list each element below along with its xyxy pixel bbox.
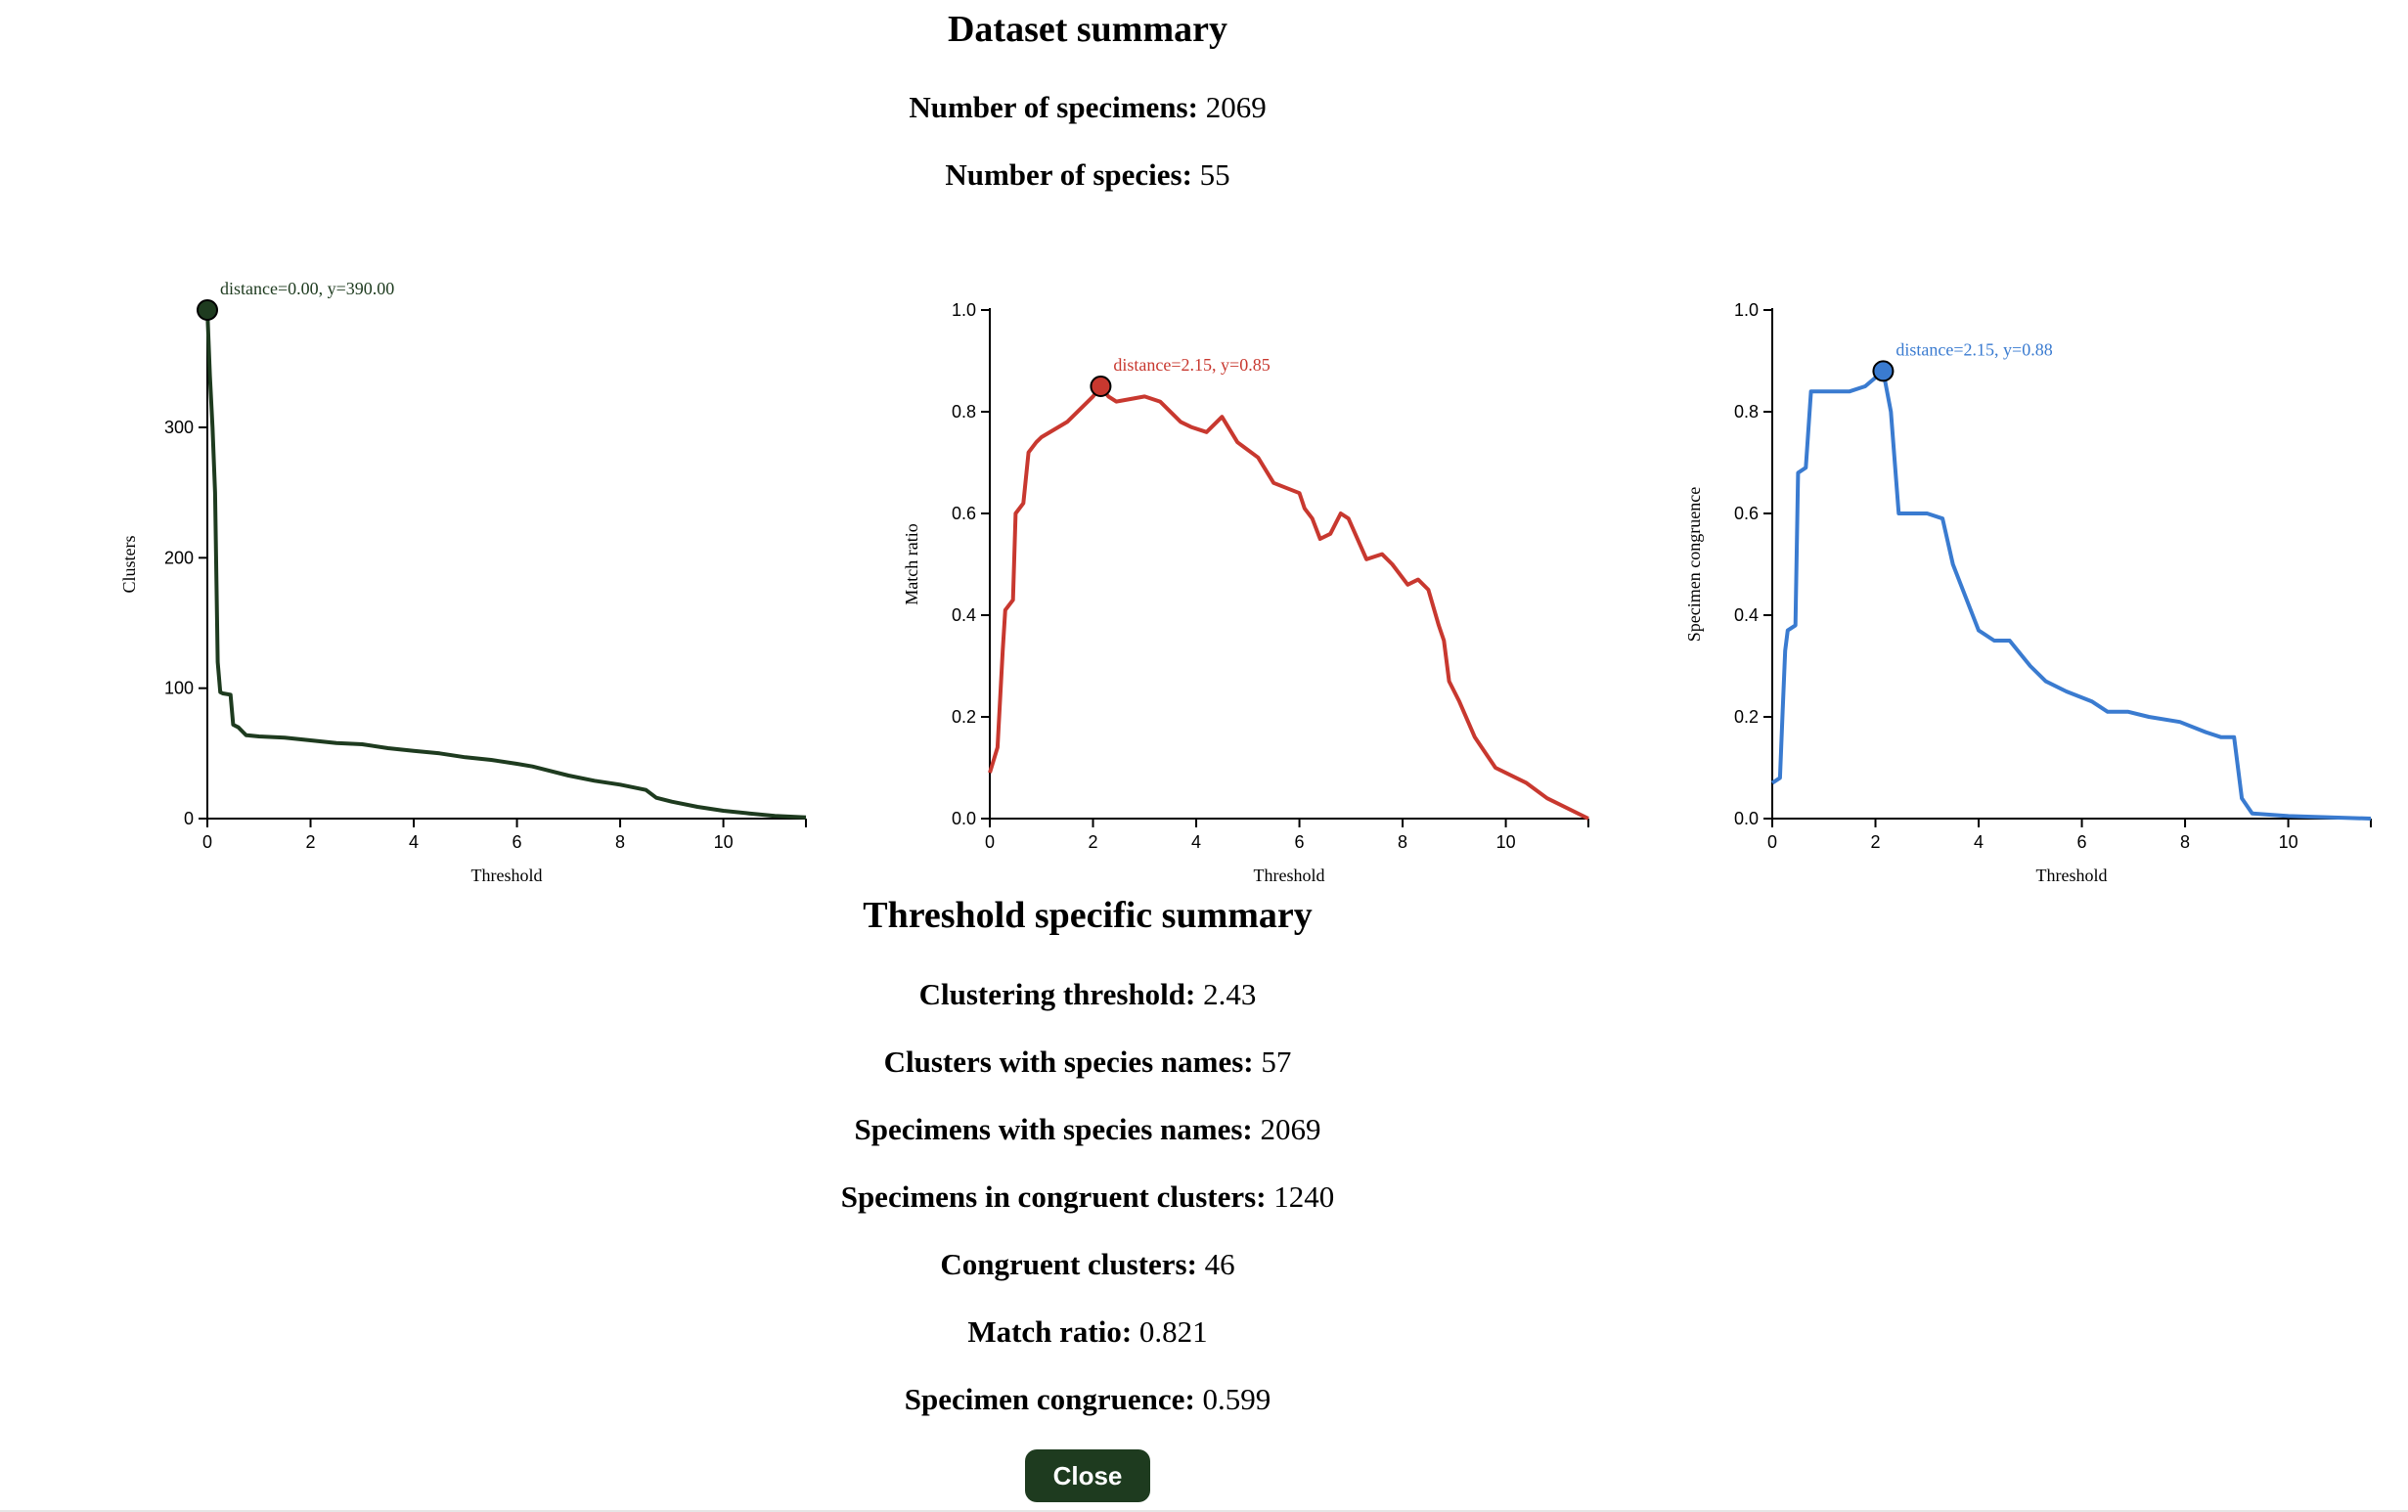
stat-value: 0.599 — [1202, 1382, 1271, 1416]
y-tick-label: 0.6 — [1734, 504, 1759, 523]
match-series-line — [988, 384, 1589, 821]
stat-value: 1240 — [1273, 1179, 1335, 1214]
x-tick-label: 4 — [409, 832, 419, 852]
charts-row: 0 2 4 6 8 10 0 100 200 300 Threshold Clusters distan… — [0, 254, 2408, 900]
threshold-summary-title: Threshold specific summary — [863, 895, 1313, 936]
x-tick-label: 6 — [513, 832, 522, 852]
y-tick-label: 1.0 — [952, 300, 976, 320]
number-of-species: Number of species: 55 — [0, 157, 2175, 193]
y-tick-label: 100 — [164, 679, 194, 698]
clusters-series-line — [205, 309, 807, 820]
match-highlight-label: distance=2.15, y=0.85 — [1113, 355, 1270, 375]
x-tick-label: 4 — [1974, 832, 1984, 852]
x-tick-label: 2 — [1871, 832, 1881, 852]
x-tick-label: 0 — [985, 832, 995, 852]
y-tick-label: 0.2 — [1734, 707, 1759, 727]
clustering-threshold: Clustering threshold: 2.43 — [0, 977, 2175, 1012]
specimen-congruence-stat: Specimen congruence: 0.599 — [0, 1382, 2175, 1417]
y-tick-label: 0.0 — [952, 809, 976, 828]
specimens-with-species-names: Specimens with species names: 2069 — [0, 1112, 2175, 1147]
x-tick-label: 0 — [1767, 832, 1777, 852]
clusters-highlight-label: distance=0.00, y=390.00 — [220, 279, 394, 298]
y-tick-label: 0 — [184, 809, 194, 828]
x-tick-label: 8 — [1398, 832, 1407, 852]
y-axis-label: Clusters — [119, 535, 139, 593]
x-axis-label: Threshold — [1254, 866, 1325, 885]
stat-label: Specimen congruence: — [904, 1382, 1195, 1416]
congruent-clusters: Congruent clusters: 46 — [0, 1247, 2175, 1282]
stat-label: Specimens in congruent clusters: — [840, 1179, 1267, 1214]
x-tick-label: 2 — [1089, 832, 1098, 852]
stat-value: 57 — [1261, 1045, 1292, 1079]
x-axis-label: Threshold — [471, 866, 543, 885]
congruence-series-line — [1770, 369, 2372, 821]
match-ratio-chart: 0 2 4 6 8 10 0.0 0.2 0.4 0.6 0.8 1.0 Threshold Match … — [902, 300, 1589, 885]
y-tick-label: 300 — [164, 418, 194, 437]
stat-value: 46 — [1204, 1247, 1235, 1281]
match-highlight-point[interactable] — [1090, 376, 1112, 397]
stat-label: Match ratio: — [967, 1314, 1133, 1349]
x-tick-label: 4 — [1191, 832, 1201, 852]
y-axis-label: Match ratio — [902, 523, 921, 604]
clusters-chart: 0 2 4 6 8 100100200300ThresholdClustersdistan… — [119, 279, 807, 885]
stat-label: Congruent clusters: — [940, 1247, 1197, 1281]
x-tick-label: 10 — [714, 832, 734, 852]
y-tick-label: 0.4 — [1734, 605, 1759, 625]
x-tick-label: 6 — [1295, 832, 1305, 852]
specimens-in-congruent-clusters: Specimens in congruent clusters: 1240 — [0, 1179, 2175, 1215]
y-tick-label: 0.0 — [1734, 809, 1759, 828]
stat-label: Specimens with species names: — [854, 1112, 1253, 1146]
congruence-highlight-label: distance=2.15, y=0.88 — [1895, 339, 2052, 359]
specimen-congruence-chart: 0 2 4 6 8 10 0.0 0.2 0.4 0.6 0.8 1.0 Threshold Specim… — [1684, 300, 2372, 885]
stat-value: 2069 — [1260, 1112, 1321, 1146]
x-axis-label: Threshold — [2036, 866, 2108, 885]
y-tick-label: 0.4 — [952, 605, 976, 625]
stat-value: 2.43 — [1203, 977, 1257, 1011]
y-axis-label: Specimen congruence — [1684, 487, 1704, 642]
bottom-divider — [0, 1510, 2408, 1512]
stat-label: Clusters with species names: — [883, 1045, 1254, 1079]
y-tick-label: 0.6 — [952, 504, 976, 523]
close-button[interactable]: Close — [1025, 1449, 1150, 1502]
y-tick-label: 200 — [164, 548, 194, 567]
match-ratio-stat: Match ratio: 0.821 — [0, 1314, 2175, 1350]
species-label: Number of species: — [945, 157, 1192, 192]
dataset-summary-title: Dataset summary — [947, 9, 1227, 50]
x-tick-label: 6 — [2077, 832, 2087, 852]
y-tick-label: 0.2 — [952, 707, 976, 727]
x-tick-label: 10 — [2279, 832, 2298, 852]
specimens-label: Number of specimens: — [909, 90, 1198, 124]
congruence-highlight-point[interactable] — [1872, 360, 1895, 382]
specimens-value: 2069 — [1205, 90, 1267, 124]
species-value: 55 — [1199, 157, 1230, 192]
y-tick-label: 0.8 — [952, 402, 976, 422]
x-tick-label: 0 — [202, 832, 212, 852]
stat-label: Clustering threshold: — [918, 977, 1196, 1011]
x-tick-label: 10 — [1496, 832, 1516, 852]
y-tick-label: 0.8 — [1734, 402, 1759, 422]
stat-value: 0.821 — [1138, 1314, 1208, 1349]
clusters-with-species-names: Clusters with species names: 57 — [0, 1045, 2175, 1080]
y-tick-label: 1.0 — [1734, 300, 1759, 320]
clusters-highlight-point[interactable] — [197, 299, 218, 321]
x-tick-label: 8 — [2180, 832, 2190, 852]
number-of-specimens: Number of specimens: 2069 — [0, 90, 2175, 125]
x-tick-label: 2 — [306, 832, 316, 852]
x-tick-label: 8 — [615, 832, 625, 852]
